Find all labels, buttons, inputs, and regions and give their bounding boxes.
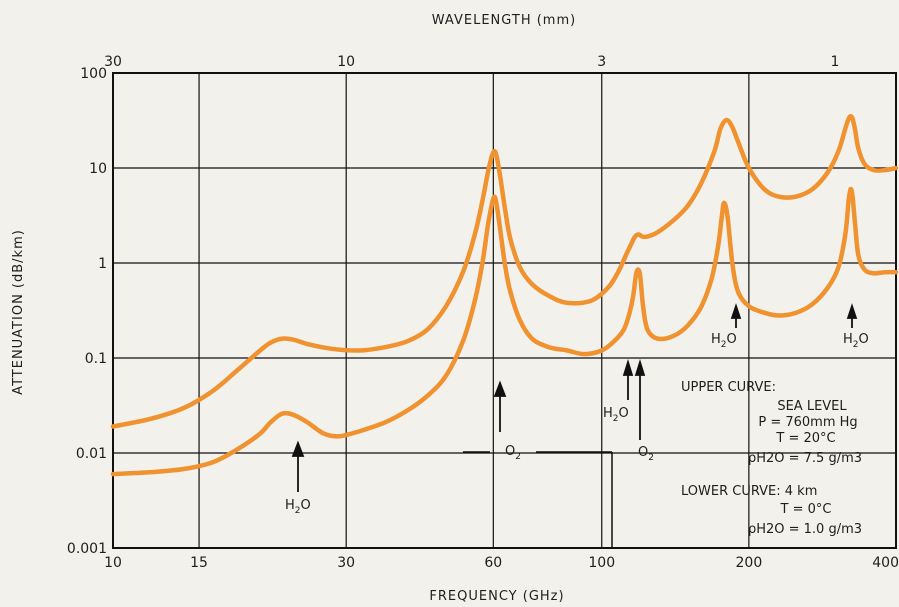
x-tick-label: 60 xyxy=(484,555,502,571)
h2o-22-label: H2O xyxy=(285,498,311,516)
tick-labels: 10 15 30 60 100 200 400 100 10 1 0.1 0.01 0.001 30 10 3… xyxy=(67,54,899,571)
upper-curve-line-1: SEA LEVEL xyxy=(777,399,847,414)
upper-curve-line-2: P = 760mm Hg xyxy=(758,415,857,430)
upper-curve-line-3: T = 20°C xyxy=(775,431,835,446)
lower-curve-title: LOWER CURVE: 4 km xyxy=(681,484,817,499)
top-tick-label: 30 xyxy=(104,54,122,70)
x-axis-title: FREQUENCY (GHz) xyxy=(429,589,564,604)
lower-curve-line-2: ρH2O = 1.0 g/m3 xyxy=(748,522,862,537)
y-tick-label: 0.001 xyxy=(67,541,107,557)
lower-curve-line-1: T = 0°C xyxy=(780,502,832,517)
annotation-arrows xyxy=(291,303,858,492)
o2-60-arrowhead xyxy=(493,380,507,397)
top-tick-label: 10 xyxy=(337,54,355,70)
x-tick-label: 10 xyxy=(104,555,122,571)
y-tick-label: 100 xyxy=(80,66,107,82)
o2-60-label: O2 xyxy=(505,444,521,462)
x-tick-label: 15 xyxy=(190,555,208,571)
o2-118-arrowhead xyxy=(634,358,646,376)
h2o-22-arrowhead xyxy=(291,440,305,457)
x-tick-label: 400 xyxy=(872,555,899,571)
h2o-183-arrowhead xyxy=(730,303,742,319)
y-axis-title: ATTENUATION (dB/km) xyxy=(11,229,26,395)
upper-curve-line-4: ρH2O = 7.5 g/m3 xyxy=(748,451,862,466)
conditions-legend: UPPER CURVE: SEA LEVEL P = 760mm Hg T = … xyxy=(681,380,862,537)
lower-curve-line xyxy=(110,186,899,477)
o2-118-label: O2 xyxy=(638,445,654,463)
h2o-325-arrowhead xyxy=(846,303,858,319)
h2o-325-label: H2O xyxy=(843,332,869,350)
h2o-183-label: H2O xyxy=(711,332,737,350)
y-tick-label: 0.01 xyxy=(76,446,107,462)
x-tick-label: 200 xyxy=(736,555,763,571)
upper-curve-title: UPPER CURVE: xyxy=(681,380,776,395)
x-tick-label: 100 xyxy=(588,555,615,571)
plot-frame xyxy=(112,72,897,549)
y-tick-label: 0.1 xyxy=(85,351,107,367)
y-tick-label: 1 xyxy=(98,256,107,272)
h2o-118-label: H2O xyxy=(603,406,629,424)
top-axis-title: WAVELENGTH (mm) xyxy=(432,13,576,28)
y-tick-label: 10 xyxy=(89,161,107,177)
upper-curve-line xyxy=(110,114,899,429)
top-tick-label: 3 xyxy=(597,54,606,70)
x-tick-label: 30 xyxy=(337,555,355,571)
series-layer xyxy=(110,114,899,477)
h2o-118-arrowhead xyxy=(622,358,634,376)
top-tick-label: 1 xyxy=(830,54,839,70)
